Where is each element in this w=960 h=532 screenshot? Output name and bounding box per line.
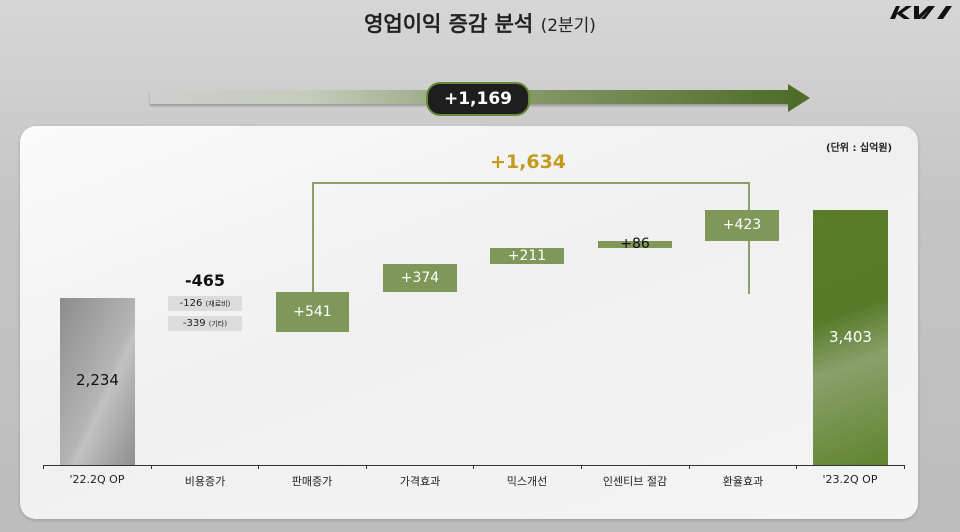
cost-other-value: -339 bbox=[182, 318, 206, 329]
bar-value: 2,234 bbox=[76, 371, 119, 389]
title-main: 영업이익 증감 분석 bbox=[364, 12, 534, 36]
x-label-23q2: '23.2Q OP bbox=[822, 473, 878, 486]
x-label-incentive: 인센티브 절감 bbox=[602, 475, 668, 488]
bar-incentive: +86 bbox=[598, 237, 672, 251]
arrow-head-icon bbox=[788, 84, 810, 112]
cost-other: -339 (기타) bbox=[168, 316, 242, 331]
x-label-cost: 비용증가 bbox=[184, 475, 226, 488]
x-axis bbox=[43, 465, 905, 466]
x-label-price: 가격효과 bbox=[399, 475, 441, 488]
cost-material-value: -126 bbox=[179, 298, 203, 309]
x-label-fx: 환율효과 bbox=[722, 475, 764, 488]
axis-tick bbox=[43, 465, 44, 469]
bar-mix: +211 bbox=[490, 248, 564, 264]
cost-other-note: (기타) bbox=[208, 320, 228, 328]
axis-tick bbox=[473, 465, 474, 469]
bar-22q2-op: 2,234 bbox=[60, 298, 135, 465]
axis-tick bbox=[258, 465, 259, 469]
x-label-mix: 믹스개선 bbox=[506, 475, 548, 488]
bar-value: 3,403 bbox=[829, 328, 872, 346]
title-suffix: (2분기) bbox=[540, 16, 596, 36]
bar-23q2-op: 3,403 bbox=[813, 210, 888, 465]
cost-increase-value: -465 bbox=[184, 271, 226, 290]
axis-tick bbox=[689, 465, 690, 469]
axis-tick bbox=[581, 465, 582, 469]
axis-tick bbox=[366, 465, 367, 469]
axis-tick bbox=[904, 465, 905, 469]
unit-label: (단위 : 십억원) bbox=[826, 143, 893, 154]
bar-sales: +541 bbox=[276, 292, 349, 332]
axis-tick bbox=[796, 465, 797, 469]
page-title: 영업이익 증감 분석 (2분기) bbox=[0, 8, 960, 38]
sum-bracket bbox=[312, 182, 750, 294]
x-label-sales: 판매증가 bbox=[291, 475, 333, 488]
x-label-22q2: '22.2Q OP bbox=[69, 473, 125, 486]
bar-price: +374 bbox=[383, 264, 457, 292]
cost-material-note: (재료비) bbox=[205, 300, 231, 308]
total-change-badge: +1,169 bbox=[426, 82, 530, 116]
axis-tick bbox=[151, 465, 152, 469]
cost-material: -126 (재료비) bbox=[168, 296, 242, 311]
bar-fx: +423 bbox=[705, 210, 779, 241]
sum-label: +1,634 bbox=[489, 151, 567, 173]
kia-logo-icon bbox=[890, 6, 952, 19]
